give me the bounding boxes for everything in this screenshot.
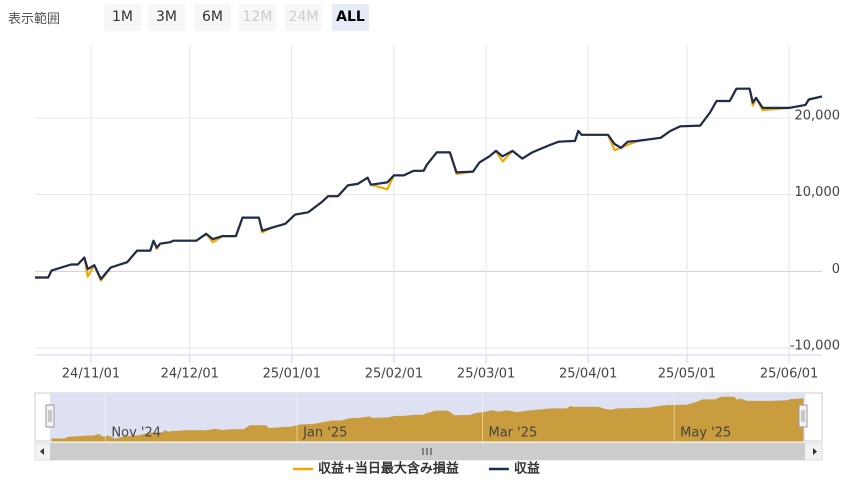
x-tick-label: 25/02/01 [365, 367, 423, 382]
legend-label[interactable]: 収益 [514, 461, 540, 477]
range-button[interactable]: 6M [194, 4, 231, 31]
x-tick-label: 25/04/01 [559, 367, 617, 382]
range-button[interactable]: ALL [332, 4, 369, 31]
navigator-label: Jan '25 [302, 426, 347, 441]
range-button[interactable]: 3M [148, 4, 185, 31]
navigator-label: Nov '24 [111, 426, 161, 441]
range-selector-label: 表示範囲 [8, 12, 61, 27]
scrollbar-grip [422, 448, 432, 455]
range-button[interactable]: 1M [104, 4, 141, 31]
y-tick-label: 0 [832, 262, 840, 277]
range-button: 24M [285, 4, 322, 31]
scroll-right-arrow[interactable] [813, 448, 817, 455]
navigator-area [51, 396, 804, 442]
y-tick-label: 20,000 [795, 108, 841, 123]
navigator-label: May '25 [680, 426, 731, 441]
navigator-handle-grip [801, 410, 805, 422]
navigator-handle-grip [48, 410, 52, 422]
x-tick-label: 24/12/01 [161, 367, 219, 382]
x-tick-label: 25/03/01 [457, 367, 515, 382]
y-tick-label: -10,000 [790, 339, 840, 354]
legend-label[interactable]: 収益+当日最大含み損益 [318, 461, 459, 477]
navigator-label: Mar '25 [488, 426, 537, 441]
x-tick-label: 25/05/01 [658, 367, 716, 382]
scroll-left-arrow[interactable] [40, 448, 44, 455]
x-tick-label: 25/06/01 [760, 367, 818, 382]
navigator-handle[interactable] [798, 404, 808, 428]
x-tick-label: 24/11/01 [62, 367, 120, 382]
navigator-handle[interactable] [45, 404, 55, 428]
range-button: 12M [239, 4, 276, 31]
plot-area [35, 45, 822, 355]
y-tick-label: 10,000 [795, 185, 841, 200]
x-tick-label: 25/01/01 [263, 367, 321, 382]
series-line [35, 87, 823, 281]
